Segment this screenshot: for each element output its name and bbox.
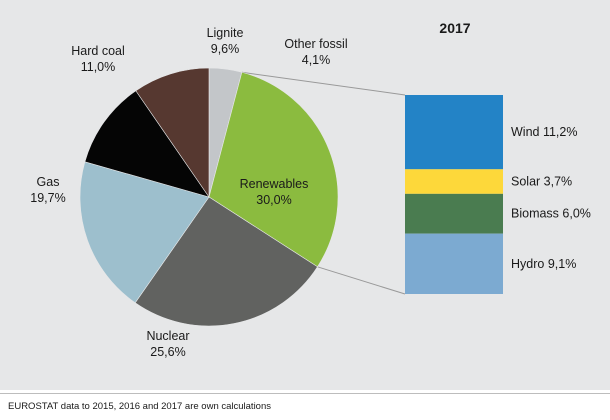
bar-segment-solar [405, 169, 503, 194]
connector-lines [241, 71, 406, 295]
bar-label-biomass: Biomass 6,0% [511, 207, 591, 221]
pie-value-lignite: 9,6% [211, 42, 240, 56]
pie-value-gas: 19,7% [30, 191, 65, 205]
bar-label-solar: Solar 3,7% [511, 175, 572, 189]
chart-panel: Other fossil 4,1% Renewables 30,0% Nuclear 25… [0, 0, 610, 390]
pie-value-hard-coal: 11,0% [81, 60, 116, 74]
pie-slice-hard-coal [84, 90, 210, 198]
connector-line-top [241, 71, 406, 96]
pie-label-lignite: Lignite [207, 26, 244, 40]
pie-label-nuclear: Nuclear [146, 329, 189, 343]
bar-label-wind: Wind 11,2% [511, 125, 577, 139]
pie-slice-renewables [208, 71, 339, 268]
bar-segment-biomass [405, 193, 503, 234]
stacked-bar-labels: Wind 11,2% Solar 3,7% Biomass 6,0% Hydro 9,… [511, 125, 591, 271]
footer-divider [0, 393, 610, 394]
bar-segment-hydro [405, 233, 503, 294]
pie-value-nuclear: 25,6% [150, 345, 185, 359]
pie-labels: Other fossil 4,1% Renewables 30,0% Nuclear 25… [30, 26, 347, 359]
bar-label-hydro: Hydro 9,1% [511, 257, 576, 271]
pie-slice-gas [79, 161, 210, 304]
source-note: EUROSTAT data to 2015, 2016 and 2017 are… [8, 401, 271, 412]
connector-line-bottom [317, 266, 406, 295]
pie-label-other-fossil: Other fossil [284, 37, 347, 51]
pie-value-renewables: 30,0% [256, 193, 291, 207]
bar-title: 2017 [439, 20, 470, 36]
pie-label-gas: Gas [37, 175, 60, 189]
stacked-bar [405, 95, 503, 294]
chart-svg: Other fossil 4,1% Renewables 30,0% Nuclear 25… [30, 20, 591, 359]
pie-chart [79, 67, 339, 327]
pie-slice-nuclear [134, 196, 318, 327]
bar-segment-wind [405, 95, 503, 170]
pie-slice-lignite [135, 67, 210, 198]
pie-label-hard-coal: Hard coal [71, 44, 125, 58]
pie-value-other-fossil: 4,1% [302, 53, 331, 67]
pie-label-renewables: Renewables [240, 177, 309, 191]
